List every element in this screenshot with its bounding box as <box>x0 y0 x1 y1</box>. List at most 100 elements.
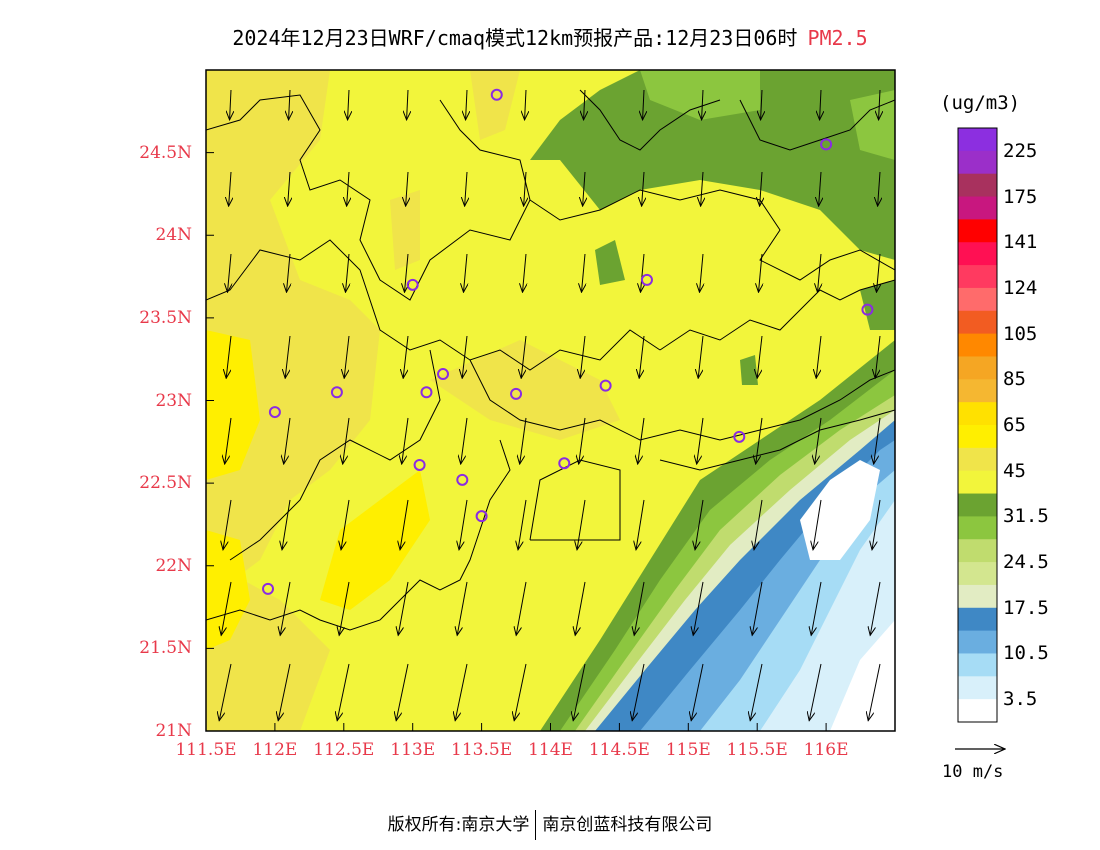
station-markers <box>262 88 874 595</box>
station-marker <box>733 430 746 443</box>
lon-label: 116E <box>803 740 849 760</box>
wind-arrow <box>398 581 409 635</box>
wind-arrow <box>407 89 408 120</box>
wind-arrow <box>229 171 231 206</box>
wind-arrow <box>872 499 881 550</box>
wind-arrow <box>514 663 527 721</box>
colorbar-swatch <box>958 676 997 700</box>
footer: 版权所有:南京大学 南京创蓝科技有限公司 <box>0 810 1100 840</box>
wind-arrow <box>512 746 526 806</box>
wind-arrow <box>761 89 762 120</box>
wind-arrow <box>225 417 232 464</box>
wind-arrow <box>638 417 645 464</box>
lon-label: 111.5E <box>175 740 237 760</box>
field-green-island <box>595 240 625 285</box>
lon-label: 112.5E <box>313 740 375 760</box>
colorbar-swatch <box>958 242 997 266</box>
wind-arrow <box>756 417 763 464</box>
axis-ticks <box>205 152 827 732</box>
wind-arrow <box>344 335 350 378</box>
wind-arrow <box>396 663 409 721</box>
wind-arrow <box>339 581 350 635</box>
pm25-field <box>206 70 895 731</box>
footer-rights: 版权所有:南京大学 <box>387 815 530 835</box>
wind-arrow <box>284 417 291 464</box>
colorbar-swatch <box>958 219 997 243</box>
wind-arrow <box>879 89 880 120</box>
colorbar-label: 45 <box>1003 459 1026 482</box>
wind-arrow <box>579 417 586 464</box>
wind-arrow <box>699 253 703 292</box>
wind-arrow <box>584 89 585 120</box>
lon-label: 113E <box>390 740 436 760</box>
wind-arrow <box>817 253 821 292</box>
wind-arrow <box>457 581 468 635</box>
wind-arrow <box>642 171 644 206</box>
wind-arrow <box>757 335 763 378</box>
wind-arrow <box>459 499 468 550</box>
field-west-darker <box>206 70 380 600</box>
boundaries <box>206 89 895 631</box>
wind-arrow <box>573 663 586 721</box>
wind-arrow <box>223 499 232 550</box>
field-sea-white <box>800 460 880 560</box>
footer-separator <box>535 810 537 840</box>
lat-label: 22N <box>155 555 192 576</box>
lon-label: 113.5E <box>451 740 513 760</box>
station-marker <box>490 88 503 101</box>
field-center-patch <box>430 340 620 440</box>
field-patch-2 <box>390 190 420 270</box>
wind-arrow <box>348 89 349 120</box>
wind-arrow <box>406 171 408 206</box>
colorbar-swatch <box>958 470 997 495</box>
station-marker <box>558 457 571 470</box>
station-marker <box>456 473 469 486</box>
wind-arrow <box>226 335 232 378</box>
colorbar-label: 24.5 <box>1003 551 1049 574</box>
colorbar-label: 31.5 <box>1003 505 1049 528</box>
lat-label: 24.5N <box>139 142 192 163</box>
wind-arrow <box>809 663 822 721</box>
colorbar-swatch <box>958 562 997 586</box>
colorbar-swatch <box>958 265 997 289</box>
field-coastal-bright <box>320 470 430 610</box>
wind-arrow <box>521 335 527 378</box>
wind-arrow <box>282 499 291 550</box>
lon-label: 114.5E <box>588 740 650 760</box>
wind-arrow <box>866 746 880 806</box>
wind-arrow <box>702 89 703 120</box>
colorbar <box>957 127 998 723</box>
wind-arrow <box>632 663 645 721</box>
wind-arrow <box>697 417 704 464</box>
wind-arrow <box>230 89 231 120</box>
station-marker <box>413 458 426 471</box>
colorbar-label: 225 <box>1003 139 1038 162</box>
wind-arrow <box>347 171 349 206</box>
colorbar-swatch <box>958 447 997 472</box>
field-green-dot <box>740 355 758 385</box>
lat-label: 21N <box>155 721 192 741</box>
colorbar-swatch <box>958 402 997 426</box>
wind-arrow <box>698 335 704 378</box>
wind-arrow <box>221 581 232 635</box>
wind-arrow <box>516 581 527 635</box>
colorbar-swatch <box>958 699 997 723</box>
colorbar-label: 124 <box>1003 276 1038 299</box>
station-marker <box>406 278 419 291</box>
wind-arrow <box>400 499 409 550</box>
station-marker <box>861 303 874 316</box>
wind-arrow <box>575 581 586 635</box>
colorbar-swatch <box>958 584 997 609</box>
lat-label: 22.5N <box>139 473 192 494</box>
wind-arrow <box>461 417 468 464</box>
wind-arrow <box>280 581 291 635</box>
wind-arrow <box>760 171 762 206</box>
wind-arrow <box>815 417 822 464</box>
colorbar-swatch <box>958 287 997 312</box>
wind-arrow <box>868 663 881 721</box>
wind-key-label: 10 m/s <box>942 762 1004 782</box>
wind-arrow <box>634 581 645 635</box>
wind-arrow <box>337 663 350 721</box>
colorbar-unit: (ug/m3) <box>940 92 1021 114</box>
colorbar-swatch <box>958 173 997 198</box>
